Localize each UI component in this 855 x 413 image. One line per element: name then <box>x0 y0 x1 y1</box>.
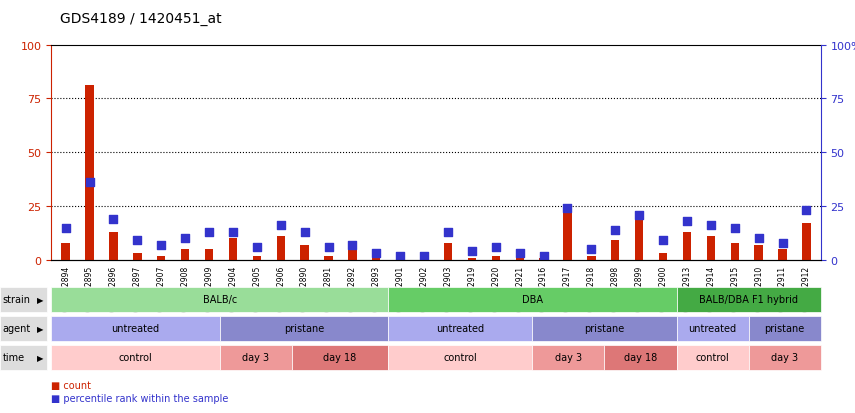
Bar <box>181 249 189 260</box>
Bar <box>109 232 118 260</box>
Point <box>107 216 121 223</box>
Point <box>441 229 455 235</box>
Text: untreated: untreated <box>111 323 160 333</box>
Text: untreated: untreated <box>436 323 484 333</box>
Point <box>59 225 73 231</box>
Bar <box>492 256 500 260</box>
Text: ■ count: ■ count <box>51 380 91 390</box>
Bar <box>276 237 285 260</box>
Bar <box>468 258 476 260</box>
Point <box>489 244 503 251</box>
Point <box>752 235 765 242</box>
Text: GDS4189 / 1420451_at: GDS4189 / 1420451_at <box>60 12 221 26</box>
Point <box>226 229 239 235</box>
Point <box>609 227 622 233</box>
Point <box>465 248 479 255</box>
Text: pristane: pristane <box>764 323 805 333</box>
Text: untreated: untreated <box>688 323 737 333</box>
Bar <box>707 237 715 260</box>
Text: control: control <box>696 352 729 362</box>
Point <box>202 229 215 235</box>
Point <box>131 237 144 244</box>
Text: control: control <box>443 352 477 362</box>
Text: ■ percentile rank within the sample: ■ percentile rank within the sample <box>51 393 228 403</box>
Text: strain: strain <box>3 294 31 304</box>
Bar <box>540 258 548 260</box>
Text: day 18: day 18 <box>323 352 357 362</box>
Bar <box>659 254 667 260</box>
Bar <box>62 243 70 260</box>
Text: ▶: ▶ <box>37 324 44 333</box>
Bar <box>778 249 787 260</box>
Text: BALB/c: BALB/c <box>203 294 237 304</box>
Bar <box>802 224 811 260</box>
Point <box>250 244 263 251</box>
Point <box>393 253 407 259</box>
Point <box>513 250 527 257</box>
Text: ▶: ▶ <box>37 295 44 304</box>
Bar <box>133 254 142 260</box>
Point <box>155 242 168 249</box>
Point <box>680 218 693 225</box>
Text: day 3: day 3 <box>555 352 582 362</box>
Bar <box>348 249 357 260</box>
Point <box>728 225 741 231</box>
Bar <box>420 258 428 260</box>
Bar <box>157 256 165 260</box>
Point <box>321 244 335 251</box>
Point <box>775 240 789 246</box>
Text: day 3: day 3 <box>771 352 799 362</box>
Bar <box>396 258 404 260</box>
Point <box>345 242 359 249</box>
Text: day 18: day 18 <box>624 352 657 362</box>
Point <box>799 207 813 214</box>
Text: agent: agent <box>3 323 31 333</box>
Point <box>179 235 192 242</box>
Point <box>657 237 670 244</box>
Point <box>585 246 598 253</box>
Text: control: control <box>119 352 152 362</box>
Bar <box>754 245 763 260</box>
Bar <box>300 245 309 260</box>
Bar <box>516 258 524 260</box>
Text: DBA: DBA <box>522 294 543 304</box>
Point <box>417 253 431 259</box>
Bar <box>730 243 739 260</box>
Bar <box>563 211 572 260</box>
Text: pristane: pristane <box>584 323 624 333</box>
Text: BALB/DBA F1 hybrid: BALB/DBA F1 hybrid <box>699 294 799 304</box>
Text: ▶: ▶ <box>37 353 44 362</box>
Point <box>298 229 311 235</box>
Text: day 3: day 3 <box>242 352 269 362</box>
Point <box>274 223 287 229</box>
Bar <box>611 241 620 260</box>
Bar <box>324 256 333 260</box>
Point <box>537 253 551 259</box>
Bar <box>683 232 691 260</box>
Bar <box>86 86 94 260</box>
Bar <box>587 256 596 260</box>
Bar <box>252 256 261 260</box>
Bar <box>229 239 237 260</box>
Point <box>369 250 383 257</box>
Bar <box>205 249 213 260</box>
Text: time: time <box>3 352 25 362</box>
Point <box>704 223 717 229</box>
Point <box>633 212 646 218</box>
Point <box>561 205 575 212</box>
Bar <box>444 243 452 260</box>
Text: pristane: pristane <box>284 323 324 333</box>
Bar <box>372 252 380 260</box>
Point <box>83 180 97 186</box>
Bar <box>635 219 643 260</box>
